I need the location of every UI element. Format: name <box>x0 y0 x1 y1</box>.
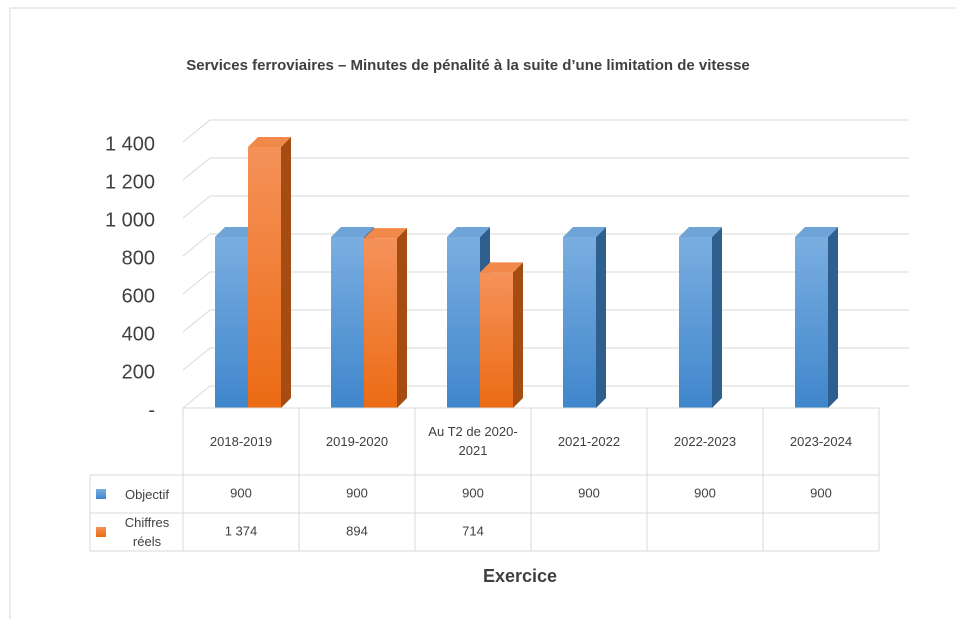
bar <box>364 238 397 408</box>
data-label: 900 <box>462 485 484 500</box>
data-label: 900 <box>810 485 832 500</box>
legend-swatch <box>96 527 106 537</box>
x-tick-label-box: 2022-2023 <box>673 433 737 449</box>
x-tick-label: 2021-2022 <box>557 433 621 449</box>
bar-side <box>596 227 606 408</box>
chart-border <box>9 7 956 619</box>
bar <box>795 237 828 408</box>
bar-top <box>447 227 490 237</box>
grid-line <box>182 347 909 371</box>
y-tick-label: 400 <box>122 323 155 345</box>
y-tick-label: 800 <box>122 247 155 269</box>
bar-side <box>397 228 407 408</box>
legend-label-box: Objectif <box>124 486 170 502</box>
legend-label: Objectif <box>124 486 170 502</box>
grid-line <box>182 271 909 295</box>
data-label: 714 <box>462 523 484 538</box>
bar-top <box>679 227 722 237</box>
bar <box>679 237 712 408</box>
legend-swatch <box>96 489 106 499</box>
bar-top <box>215 227 258 237</box>
x-tick-label: Au T2 de 2020-2021 <box>428 424 518 458</box>
x-tick-label-box: 2018-2019 <box>209 433 273 449</box>
bar <box>480 272 513 408</box>
y-tick-label: 600 <box>122 285 155 307</box>
x-tick-label: 2022-2023 <box>673 433 737 449</box>
bar <box>215 237 248 408</box>
y-tick-label: 1 200 <box>105 171 155 193</box>
x-tick-label: 2023-2024 <box>789 433 853 449</box>
x-tick-label: 2019-2020 <box>325 433 389 449</box>
bar <box>248 146 281 408</box>
y-tick-label: 1 000 <box>105 209 155 231</box>
bar-top <box>248 136 291 147</box>
bar-top <box>795 227 838 237</box>
bar-side <box>513 262 523 408</box>
data-label: 900 <box>346 485 368 500</box>
y-tick-label: 200 <box>122 361 155 383</box>
bar-top <box>331 227 374 237</box>
bar-side <box>828 227 838 408</box>
chart-title: Services ferroviaires – Minutes de pénal… <box>186 57 750 74</box>
data-label: 900 <box>230 485 252 500</box>
x-axis-title: Exercice <box>483 566 557 586</box>
y-tick-label: 1 400 <box>105 133 155 155</box>
grid-line <box>182 385 909 409</box>
grid-line <box>182 233 909 257</box>
bar <box>447 237 480 408</box>
grid-line <box>182 157 909 181</box>
grid-line <box>182 309 909 333</box>
x-tick-label-box: 2019-2020 <box>325 433 389 449</box>
y-tick-label: - <box>148 399 155 421</box>
bar <box>331 237 364 408</box>
bar <box>563 237 596 408</box>
data-label: 900 <box>578 485 600 500</box>
legend-label: Chiffres réels <box>124 515 170 549</box>
bar-side <box>281 136 291 408</box>
legend-label-box: Chiffres réels <box>124 515 170 549</box>
data-label: 1 374 <box>225 523 258 538</box>
data-label: 900 <box>694 485 716 500</box>
bar-top <box>364 228 407 239</box>
x-tick-label-box: 2023-2024 <box>789 433 853 449</box>
bar-top <box>563 227 606 237</box>
x-tick-label-box: 2021-2022 <box>557 433 621 449</box>
x-tick-label-box: Au T2 de 2020-2021 <box>428 424 518 458</box>
data-label: 894 <box>346 523 368 538</box>
grid-line <box>182 195 909 219</box>
grid-line <box>182 119 909 143</box>
bar-side <box>712 227 722 408</box>
x-tick-label: 2018-2019 <box>209 433 273 449</box>
bar-top <box>480 262 523 273</box>
